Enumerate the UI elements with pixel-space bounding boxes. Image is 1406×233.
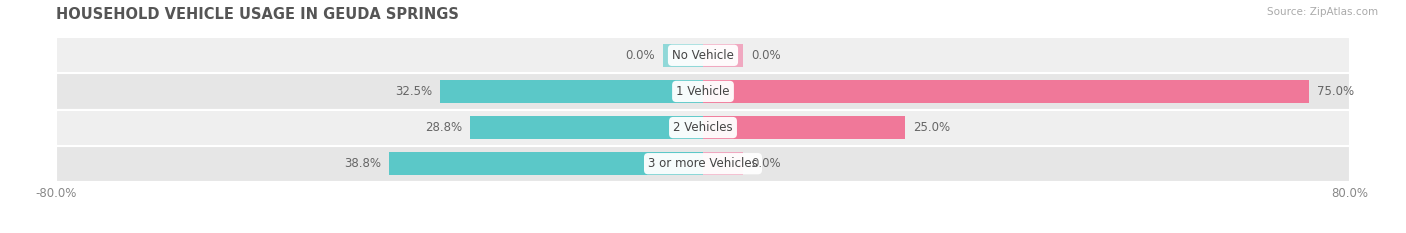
Bar xyxy=(470,116,703,139)
Text: 38.8%: 38.8% xyxy=(344,157,381,170)
Text: 25.0%: 25.0% xyxy=(914,121,950,134)
Text: 3 or more Vehicles: 3 or more Vehicles xyxy=(648,157,758,170)
Text: 32.5%: 32.5% xyxy=(395,85,432,98)
Bar xyxy=(56,146,1350,182)
Text: Source: ZipAtlas.com: Source: ZipAtlas.com xyxy=(1267,7,1378,17)
Text: 2 Vehicles: 2 Vehicles xyxy=(673,121,733,134)
Text: 75.0%: 75.0% xyxy=(1317,85,1354,98)
Text: HOUSEHOLD VEHICLE USAGE IN GEUDA SPRINGS: HOUSEHOLD VEHICLE USAGE IN GEUDA SPRINGS xyxy=(56,7,460,22)
Bar xyxy=(56,37,1350,73)
Text: No Vehicle: No Vehicle xyxy=(672,49,734,62)
Text: 1 Vehicle: 1 Vehicle xyxy=(676,85,730,98)
Bar xyxy=(703,80,1309,103)
Bar xyxy=(56,73,1350,110)
Bar xyxy=(389,152,703,175)
Text: 0.0%: 0.0% xyxy=(752,49,782,62)
Text: 0.0%: 0.0% xyxy=(752,157,782,170)
Bar xyxy=(703,44,744,67)
Bar xyxy=(662,44,703,67)
Text: 0.0%: 0.0% xyxy=(624,49,655,62)
Bar xyxy=(703,116,905,139)
Bar xyxy=(440,80,703,103)
Text: 28.8%: 28.8% xyxy=(425,121,463,134)
Bar xyxy=(56,110,1350,146)
Bar xyxy=(703,152,744,175)
